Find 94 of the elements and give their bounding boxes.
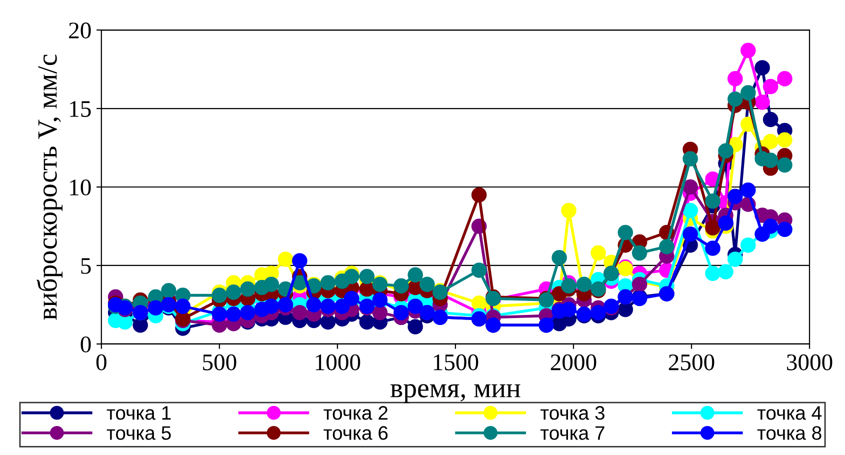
point (618, 302, 634, 318)
point (740, 85, 756, 100)
legend-label: точка 5 (106, 426, 171, 440)
x-tick-label: 0 (96, 354, 106, 370)
point (320, 298, 336, 314)
x-tick-label: 3000 (787, 354, 832, 370)
y-tick-label: 0 (80, 336, 91, 352)
point (728, 71, 743, 86)
point (226, 284, 242, 300)
legend-label: точка 6 (324, 426, 388, 440)
point (264, 276, 279, 292)
point (344, 290, 360, 306)
point (292, 304, 308, 320)
y-tick-label: 15 (70, 101, 91, 117)
point (359, 268, 375, 284)
point (705, 266, 720, 281)
x-tick-label: 2000 (550, 354, 596, 370)
point (777, 71, 792, 86)
point (161, 282, 176, 298)
point (754, 94, 770, 110)
point (590, 245, 606, 261)
point (408, 319, 423, 334)
point (705, 220, 720, 236)
x-tick-label: 1500 (434, 354, 478, 370)
point (659, 239, 674, 254)
point (728, 188, 743, 204)
point (777, 157, 792, 173)
point (306, 297, 322, 312)
point (561, 302, 576, 318)
point (728, 91, 743, 107)
point (408, 267, 423, 283)
point (117, 314, 133, 330)
point (552, 250, 567, 266)
y-tick-label: 5 (81, 258, 91, 274)
legend-label: точка 7 (540, 426, 604, 440)
point (334, 298, 350, 314)
point (320, 314, 336, 330)
point (471, 262, 487, 278)
point (278, 252, 294, 267)
point (394, 278, 409, 294)
point (278, 297, 294, 312)
point (471, 296, 487, 311)
x-axis-title: время, мин (390, 384, 520, 404)
point (705, 193, 720, 209)
point (632, 276, 648, 292)
point (264, 298, 279, 314)
point (762, 112, 778, 128)
legend-label: точка 8 (757, 426, 822, 440)
point (682, 226, 698, 242)
point (618, 224, 634, 240)
point (240, 281, 256, 297)
point (632, 245, 648, 261)
point (762, 218, 778, 234)
point (705, 240, 720, 256)
point (344, 268, 360, 284)
legend-label: точка 4 (757, 406, 822, 420)
point (132, 318, 148, 333)
point (590, 304, 606, 320)
y-axis-title: виброскорость V, мм/с (36, 54, 63, 320)
point (226, 306, 242, 322)
point (292, 253, 308, 268)
point (728, 252, 743, 267)
y-tick-label: 20 (69, 22, 91, 38)
point (408, 298, 423, 314)
point (394, 304, 409, 320)
point (372, 304, 388, 320)
point (754, 60, 770, 76)
point (561, 278, 576, 294)
point (471, 187, 487, 202)
x-tick-label: 1000 (316, 354, 360, 370)
point (718, 215, 734, 231)
point (682, 151, 698, 166)
point (762, 78, 778, 94)
point (682, 179, 698, 195)
point (561, 202, 576, 218)
legend-label: точка 3 (540, 406, 604, 420)
point (212, 288, 228, 303)
point (740, 182, 756, 198)
point (740, 237, 756, 253)
point (682, 202, 698, 218)
y-tick-label: 10 (70, 179, 91, 196)
point (777, 132, 792, 148)
legend-label: точка 2 (324, 406, 388, 420)
point (762, 134, 778, 150)
point (718, 264, 734, 280)
point (240, 304, 256, 320)
legend-label: точка 1 (106, 406, 171, 420)
point (212, 306, 228, 322)
x-tick-label: 2500 (668, 354, 714, 370)
point (175, 298, 190, 314)
point (359, 314, 375, 330)
x-tick-label: 500 (203, 354, 236, 370)
point (740, 42, 756, 58)
point (718, 143, 734, 159)
